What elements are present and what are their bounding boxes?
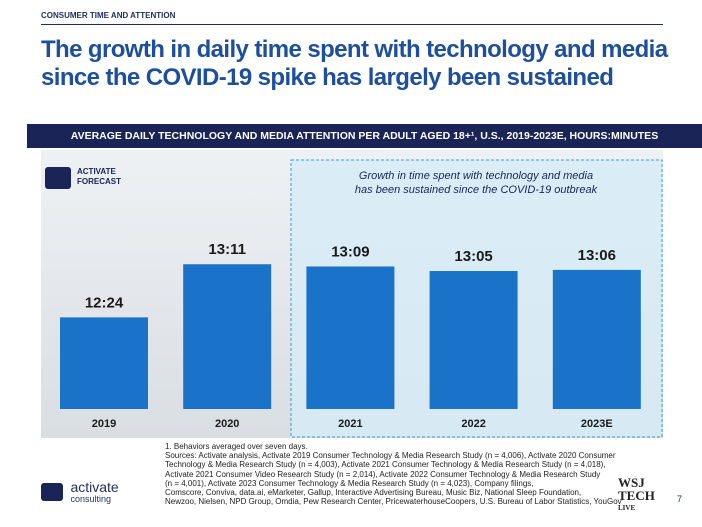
footnote-line: Activate 2021 Consumer Video Research St… — [165, 469, 601, 479]
data-label: 13:11 — [208, 241, 246, 258]
footnote-line: 1. Behaviors averaged over seven days. — [165, 442, 308, 451]
x-tick-label: 2021 — [338, 418, 362, 430]
data-label: 13:05 — [454, 248, 492, 265]
badge-icon — [45, 167, 71, 189]
bar — [429, 271, 518, 409]
data-label: 13:09 — [331, 243, 369, 260]
partner-logo: WSJ TECH LIVE — [618, 476, 655, 515]
chart-subtitle: AVERAGE DAILY TECHNOLOGY AND MEDIA ATTEN… — [27, 124, 702, 148]
x-tick-label: 2022 — [461, 418, 485, 430]
badge-text: ACTIVATE — [77, 167, 116, 176]
badge-text: FORECAST — [77, 177, 121, 186]
logo: activate consulting — [40, 479, 119, 504]
footnote-line: Sources: Activate analysis, Activate 201… — [165, 451, 616, 461]
annotation: Growth in time spent with technology and… — [359, 170, 593, 182]
bar — [60, 317, 148, 409]
footnote-line: (n = 4,001), Activate 2023 Consumer Tech… — [165, 478, 534, 488]
footnote-line: Technology & Media Research Study (n = 4… — [165, 460, 606, 470]
section-label: CONSUMER TIME AND ATTENTION — [41, 11, 176, 20]
data-label: 12:24 — [85, 294, 124, 311]
logo-text: activate — [70, 479, 119, 495]
partner-text: WSJ — [618, 475, 645, 490]
footnotes: 1. Behaviors averaged over seven days. So… — [165, 442, 622, 506]
footnote-line: Comscore, Conviva, data.ai, eMarketer, G… — [165, 488, 582, 498]
partner-text: LIVE — [618, 504, 636, 512]
data-label: 13:06 — [578, 247, 616, 264]
x-tick-label: 2020 — [215, 418, 239, 430]
bar — [552, 269, 641, 409]
annotation: has been sustained since the COVID-19 ou… — [355, 184, 598, 196]
slide-title: The growth in daily time spent with tech… — [41, 36, 668, 91]
footnote-line: Newzoo, Nielsen, NPD Group, Omdia, Pew R… — [165, 497, 622, 507]
x-tick-label: 2019 — [92, 418, 116, 430]
logo-mark — [41, 483, 63, 501]
x-tick-label: 2023E — [581, 418, 613, 430]
chart: Growth in time spent with technology and… — [41, 150, 663, 438]
partner-text: TECH — [618, 488, 655, 503]
logo-text: consulting — [70, 494, 111, 504]
bar — [306, 266, 395, 409]
bar — [183, 264, 272, 409]
page-number: 7 — [677, 494, 683, 504]
rule — [41, 24, 663, 25]
